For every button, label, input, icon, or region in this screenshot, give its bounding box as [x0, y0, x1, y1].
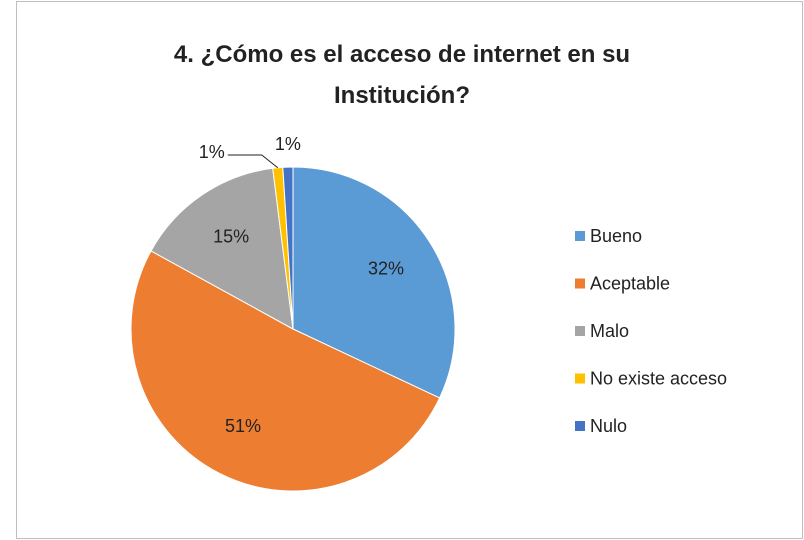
data-label: 1%: [275, 134, 301, 154]
legend-label: Nulo: [590, 416, 627, 436]
pie-slice: [292, 166, 456, 399]
legend-swatch: [575, 231, 585, 241]
legend-swatch: [575, 421, 585, 431]
leader-line: [227, 154, 279, 169]
pie-slice: [150, 167, 294, 330]
data-label: 1%: [199, 142, 225, 162]
pie-slice: [130, 250, 441, 492]
data-label: 51%: [225, 416, 261, 436]
legend-swatch: [575, 278, 585, 289]
legend-label: Bueno: [590, 226, 642, 246]
legend-label: No existe acceso: [590, 368, 727, 388]
legend-swatch: [575, 373, 585, 384]
chart-title: 4. ¿Cómo es el acceso de internet en su …: [173, 41, 631, 109]
data-label: 15%: [213, 227, 249, 247]
legend-label: Malo: [590, 321, 629, 341]
pie-slice: [282, 166, 294, 330]
data-label: 32%: [368, 259, 404, 279]
legend-label: Aceptable: [590, 273, 670, 293]
legend-swatch: [575, 326, 585, 336]
